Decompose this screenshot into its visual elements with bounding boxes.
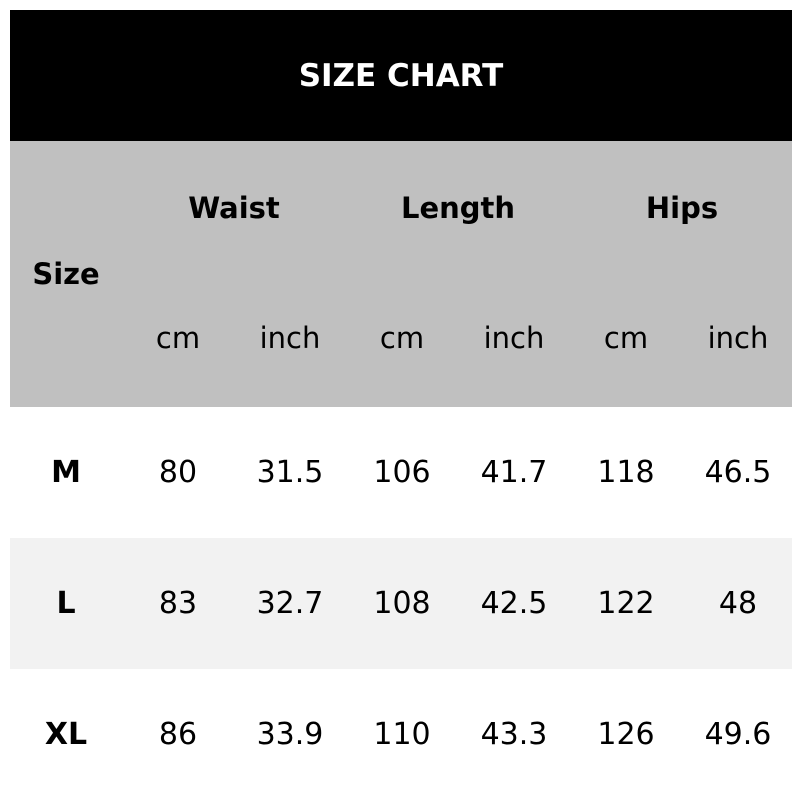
table-cell: 43.3 (480, 717, 548, 752)
size-label: XL (44, 717, 88, 752)
unit-header: cm (155, 321, 201, 355)
table-cell: 32.7 (256, 586, 324, 621)
table-cell: 49.6 (704, 717, 772, 752)
table-cell: 80 (158, 455, 198, 490)
table-header: Size Waist Length Hips cm inch cm inch c… (10, 141, 792, 407)
table-cell: 31.5 (256, 455, 324, 490)
table-cell: 108 (373, 586, 431, 621)
table-cell: 118 (597, 455, 655, 490)
table-cell: 48 (718, 586, 758, 621)
length-header: Length (400, 191, 516, 225)
unit-header: inch (259, 321, 321, 355)
table-cell: 42.5 (480, 586, 548, 621)
unit-header: cm (379, 321, 425, 355)
unit-header: inch (707, 321, 769, 355)
table-cell: 33.9 (256, 717, 324, 752)
table-row: M 80 31.5 106 41.7 118 46.5 (10, 407, 792, 538)
table-cell: 46.5 (704, 455, 772, 490)
table-cell: 126 (597, 717, 655, 752)
table-cell: 83 (158, 586, 198, 621)
size-column-header: Size (32, 257, 100, 291)
table-row: L 83 32.7 108 42.5 122 48 (10, 538, 792, 669)
unit-header: inch (483, 321, 545, 355)
table-cell: 122 (597, 586, 655, 621)
size-label: M (51, 455, 81, 490)
table-cell: 41.7 (480, 455, 548, 490)
waist-header: Waist (188, 191, 280, 225)
hips-header: Hips (645, 191, 719, 225)
unit-header: cm (603, 321, 649, 355)
table-cell: 106 (373, 455, 431, 490)
table-row: XL 86 33.9 110 43.3 126 49.6 (10, 669, 792, 800)
chart-title: SIZE CHART (10, 10, 792, 141)
table-cell: 86 (158, 717, 198, 752)
size-label: L (56, 586, 76, 621)
table-cell: 110 (373, 717, 431, 752)
size-chart-table: SIZE CHART Size Waist Length Hips cm inc… (10, 10, 792, 800)
